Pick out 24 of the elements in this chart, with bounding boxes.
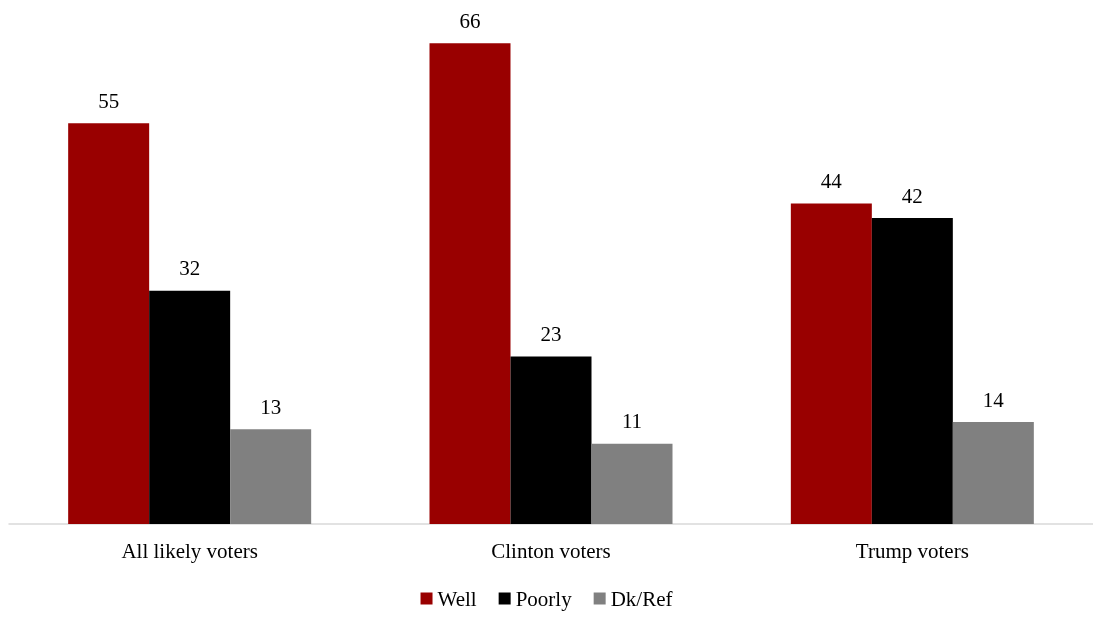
bar [429,43,511,524]
x-tick-label: All likely voters [121,538,258,563]
legend-label: Well [437,586,477,611]
data-label: 14 [982,387,1005,412]
legend-label: Dk/Ref [610,586,673,611]
data-label: 42 [901,183,923,208]
data-label: 44 [820,168,843,193]
bar [871,218,953,524]
bar [790,203,872,524]
bar [510,356,592,524]
x-tick-label: Trump voters [855,538,969,563]
data-label: 66 [459,8,481,33]
data-label: 11 [621,409,643,434]
data-label: 13 [260,394,282,419]
bar [149,290,231,524]
data-label: 32 [179,256,201,281]
x-tick-label: Clinton voters [491,538,611,563]
legend-label: Poorly [515,586,573,611]
bar [591,443,673,524]
bar [68,123,150,524]
data-label: 23 [540,321,562,346]
data-label: 55 [98,88,120,113]
bar [230,429,312,524]
bar [952,422,1034,524]
